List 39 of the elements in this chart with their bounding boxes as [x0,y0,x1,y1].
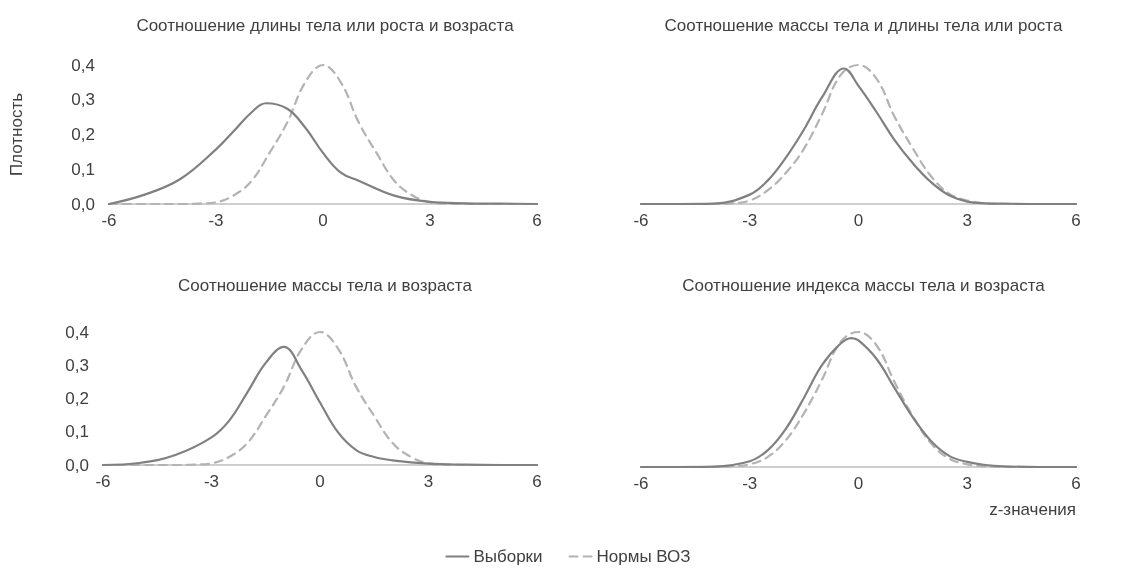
y-tick-label: 0,2 [71,125,95,144]
legend-label: Выборки [473,547,543,566]
chart-title: Соотношение массы тела и длины тела или роста [664,16,1063,35]
y-tick-label: 0,0 [71,194,95,214]
x-tick-label: 0 [853,211,864,230]
y-tick-label: 0,2 [65,389,89,408]
y-tick-label: 0,3 [71,90,95,110]
x-tick-label: -3 [742,474,758,493]
y-tick-label: 0,0 [65,455,89,475]
x-tick-label: 3 [423,472,434,491]
x-tick-label: -3 [208,211,224,230]
x-tick-label: 0 [853,474,864,493]
legend-label: Нормы ВОЗ [596,547,691,566]
x-tick-label: 6 [532,472,542,491]
x-tick-label: -6 [633,211,649,230]
y-tick-label: 0,4 [65,322,89,342]
x-tick-label: 3 [962,211,972,230]
y-tick-label: 0,1 [65,422,89,442]
x-axis-title: z-значения [989,500,1076,519]
x-tick-label: -3 [742,211,758,230]
chart-title: Соотношение индекса массы тела и возраста [682,276,1046,295]
x-tick-label: -6 [101,211,117,230]
x-tick-label: 6 [1071,474,1081,493]
x-tick-label: 0 [315,472,325,491]
x-tick-label: -3 [203,472,220,491]
y-tick-label: 0,1 [71,159,95,179]
x-tick-label: -6 [633,474,649,493]
x-tick-label: -6 [95,472,111,491]
x-tick-label: 3 [425,211,435,230]
chart-title: Соотношение массы тела и возраста [178,276,473,295]
chart-title: Соотношение длины тела или роста и возраста [136,16,515,35]
line-series [107,102,539,206]
x-tick-label: 6 [1071,211,1081,230]
y-axis-title: Плотность [7,92,26,177]
x-tick-label: 6 [532,211,542,230]
x-tick-label: 0 [318,211,328,230]
x-tick-label: 3 [962,474,972,493]
y-tick-label: 0,3 [65,355,89,375]
y-tick-label: 0,4 [71,55,95,75]
